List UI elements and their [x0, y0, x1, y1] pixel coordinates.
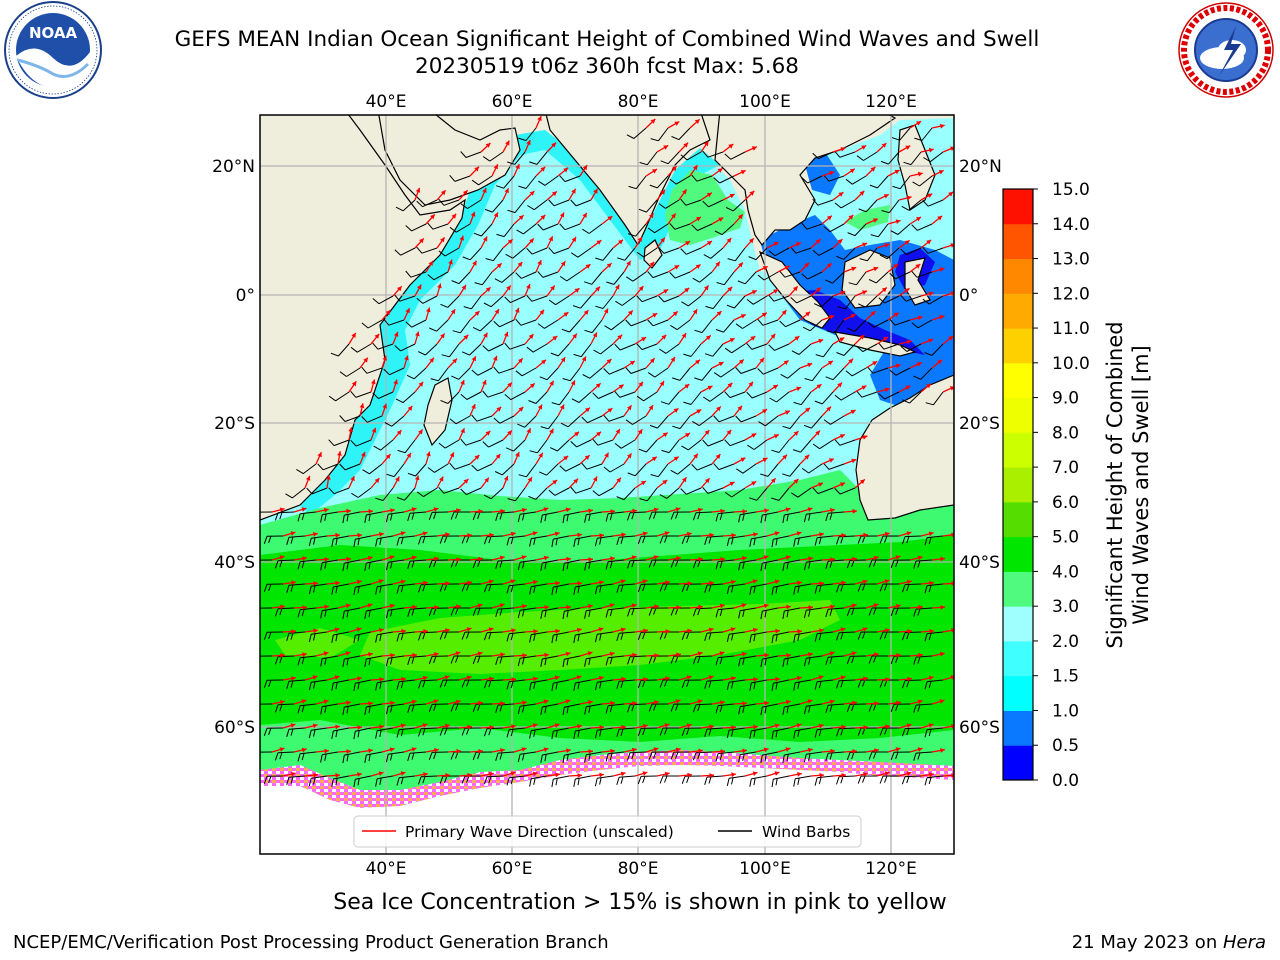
lon-label-top-80e: 80°E — [618, 92, 659, 112]
lon-labels-top: 40°E 60°E 80°E 100°E 120°E — [366, 92, 917, 112]
colorbar-frame — [1002, 188, 1034, 781]
map-area: Primary Wave Direction (unscaled) Wind B… — [260, 115, 954, 854]
lat-label-right-0: 0° — [959, 286, 978, 306]
colorbar-segment — [1003, 432, 1033, 468]
lat-label-left-40s: 40°S — [214, 553, 255, 573]
colorbar-segment — [1003, 606, 1033, 642]
wind-barbs-layer — [260, 127, 944, 788]
colorbar: 0.0 0.5 1.0 1.5 2.0 3.0 4.0 5.0 6.0 7.0 8.0 9.0 10.0… — [1002, 180, 1090, 791]
wave-direction-arrows — [271, 115, 954, 777]
colorbar-segment — [1003, 328, 1033, 364]
lat-label-left-60s: 60°S — [214, 718, 255, 738]
colorbar-tick-label: 2.0 — [1052, 632, 1079, 652]
lat-labels-left: 20°N 0° 20°S 40°S 60°S — [212, 157, 255, 738]
footer-date-text: 21 May 2023 on — [1071, 932, 1223, 953]
sea-ice-note: Sea Ice Concentration > 15% is shown in … — [333, 890, 947, 915]
lon-label-top-100e: 100°E — [739, 92, 791, 112]
colorbar-tick-label: 10.0 — [1052, 354, 1090, 374]
colorbar-tick-label: 11.0 — [1052, 319, 1090, 339]
colorbar-segment — [1003, 293, 1033, 329]
footer-branch: NCEP/EMC/Verification Post Processing Pr… — [13, 932, 609, 953]
legend-barb-label: Wind Barbs — [762, 823, 850, 841]
colorbar-segment — [1003, 571, 1033, 607]
map-frame — [259, 114, 955, 855]
lat-label-right-60s: 60°S — [959, 718, 1000, 738]
colorbar-tick-label: 0.0 — [1052, 771, 1079, 791]
colorbar-segment — [1003, 640, 1033, 677]
southern-ocean-max-west — [275, 628, 360, 658]
colorbar-segment — [1003, 189, 1033, 225]
colorbar-tick-label: 0.5 — [1052, 736, 1079, 756]
chart-subtitle: 20230519 t06z 360h fcst Max: 5.68 — [415, 54, 799, 79]
colorbar-title-line2: Wind Waves and Swell [m] — [1129, 345, 1153, 625]
lon-label-bottom-60e: 60°E — [492, 859, 533, 879]
wind-barbs — [260, 127, 944, 788]
colorbar-tick-label: 9.0 — [1052, 389, 1079, 409]
legend-wave-label: Primary Wave Direction (unscaled) — [405, 823, 674, 841]
south-china-sea-green — [845, 205, 890, 230]
colorbar-segment — [1003, 536, 1033, 572]
lat-label-left-20n: 20°N — [212, 157, 255, 177]
noaa-logo-text: NOAA — [29, 24, 78, 42]
map-legend: Primary Wave Direction (unscaled) Wind B… — [353, 815, 862, 848]
footer-date: 21 May 2023 on Hera — [1072, 932, 1266, 953]
colorbar-title-line1: Significant Height of Combined — [1103, 321, 1127, 648]
land-sulawesi — [904, 257, 931, 306]
colorbar-tick-label: 1.5 — [1052, 667, 1079, 687]
colorbar-tick-label: 7.0 — [1052, 458, 1079, 478]
colorbar-segment — [1003, 397, 1033, 433]
lat-label-right-20n: 20°N — [959, 157, 1002, 177]
nws-logo — [1178, 2, 1274, 98]
colorbar-tick-label: 15.0 — [1052, 180, 1090, 200]
colorbar-tick-label: 13.0 — [1052, 250, 1090, 270]
colorbar-segment — [1003, 710, 1033, 746]
lon-label-top-60e: 60°E — [492, 92, 533, 112]
noaa-logo: NOAA — [4, 1, 102, 99]
colorbar-tick-label: 8.0 — [1052, 423, 1079, 443]
lon-label-bottom-80e: 80°E — [618, 859, 659, 879]
chart-title: GEFS MEAN Indian Ocean Significant Heigh… — [174, 27, 1040, 52]
land-se-asia — [714, 115, 897, 246]
lon-label-top-120e: 120°E — [865, 92, 917, 112]
colorbar-segment — [1003, 467, 1033, 503]
colorbar-segment — [1003, 223, 1033, 260]
land-india — [545, 115, 711, 247]
lon-label-bottom-40e: 40°E — [366, 859, 407, 879]
lat-label-left-0: 0° — [236, 286, 255, 306]
land-java — [833, 331, 917, 357]
colorbar-tick-label: 6.0 — [1052, 493, 1079, 513]
lat-label-left-20s: 20°S — [214, 414, 255, 434]
lat-label-right-20s: 20°S — [959, 414, 1000, 434]
colorbar-tick-label: 4.0 — [1052, 562, 1079, 582]
ocean-coastal-cyan — [300, 130, 720, 515]
lon-label-top-40e: 40°E — [366, 92, 407, 112]
colorbar-tick-label: 14.0 — [1052, 215, 1090, 235]
colorbar-tick-label: 1.0 — [1052, 701, 1079, 721]
colorbar-segment — [1003, 362, 1033, 399]
colorbar-segment — [1003, 501, 1033, 538]
colorbar-segment — [1003, 745, 1033, 781]
colorbar-tick-label: 5.0 — [1052, 528, 1079, 548]
south-china-sea-blue — [805, 152, 840, 195]
lat-labels-right: 20°N 0° 20°S 40°S 60°S — [959, 157, 1002, 738]
land-australia — [855, 374, 954, 521]
colorbar-title: Significant Height of Combined Wind Wave… — [1103, 321, 1153, 648]
colorbar-tick-label: 3.0 — [1052, 597, 1079, 617]
land-madagascar — [423, 377, 453, 447]
footer-host: Hera — [1222, 932, 1266, 953]
sea-ice-edge — [260, 750, 954, 808]
colorbar-segment — [1003, 675, 1033, 711]
lon-label-bottom-120e: 120°E — [865, 859, 917, 879]
wave-direction-layer — [271, 115, 954, 778]
lon-labels-bottom: 40°E 60°E 80°E 100°E 120°E — [366, 859, 917, 879]
colorbar-tick-label: 12.0 — [1052, 284, 1090, 304]
lat-label-right-40s: 40°S — [959, 553, 1000, 573]
lon-label-bottom-100e: 100°E — [739, 859, 791, 879]
colorbar-segment — [1003, 258, 1033, 294]
